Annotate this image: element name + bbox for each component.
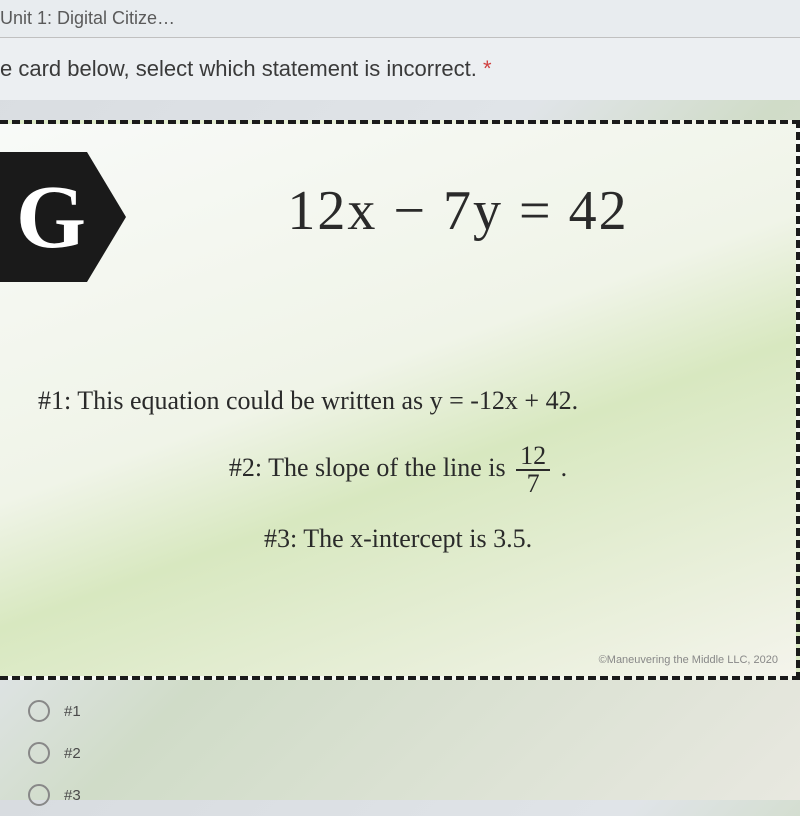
statements-group: #1: This equation could be written as y … xyxy=(20,383,776,558)
statement-1-text: #1: This equation could be written as y … xyxy=(38,386,578,415)
copyright-text: ©Maneuvering the Middle LLC, 2020 xyxy=(599,654,778,666)
fraction-denominator: 7 xyxy=(516,471,550,497)
statement-2-after: . xyxy=(561,453,568,482)
fraction-numerator: 12 xyxy=(516,443,550,471)
fraction: 12 7 xyxy=(516,443,550,497)
option-row-3[interactable]: #3 xyxy=(28,774,800,816)
radio-1[interactable] xyxy=(28,700,50,722)
card-area: G 12x − 7y = 42 #1: This equation could … xyxy=(0,120,800,680)
option-row-1[interactable]: #1 xyxy=(28,690,800,732)
equation: 12x − 7y = 42 xyxy=(140,179,776,243)
radio-3[interactable] xyxy=(28,784,50,806)
statement-2-before: #2: The slope of the line is xyxy=(229,453,512,482)
question-prompt: e card below, select which statement is … xyxy=(0,38,800,100)
option-label-1: #1 xyxy=(64,703,81,720)
breadcrumb-text: Unit 1: Digital Citize… xyxy=(0,8,175,28)
radio-2[interactable] xyxy=(28,742,50,764)
badge-letter: G xyxy=(16,166,86,269)
statement-2: #2: The slope of the line is 12 7 . xyxy=(30,443,766,497)
question-card: G 12x − 7y = 42 #1: This equation could … xyxy=(0,120,800,680)
statement-3-text: #3: The x-intercept is 3.5. xyxy=(264,524,532,553)
breadcrumb[interactable]: Unit 1: Digital Citize… xyxy=(0,0,800,38)
option-label-2: #2 xyxy=(64,745,81,762)
statement-3: #3: The x-intercept is 3.5. xyxy=(30,521,766,557)
prompt-text: e card below, select which statement is … xyxy=(0,56,483,81)
option-label-3: #3 xyxy=(64,787,81,804)
answer-options: #1 #2 #3 xyxy=(0,690,800,816)
required-star-icon: * xyxy=(483,56,492,81)
card-badge: G xyxy=(0,152,126,282)
statement-1: #1: This equation could be written as y … xyxy=(30,383,766,419)
option-row-2[interactable]: #2 xyxy=(28,732,800,774)
